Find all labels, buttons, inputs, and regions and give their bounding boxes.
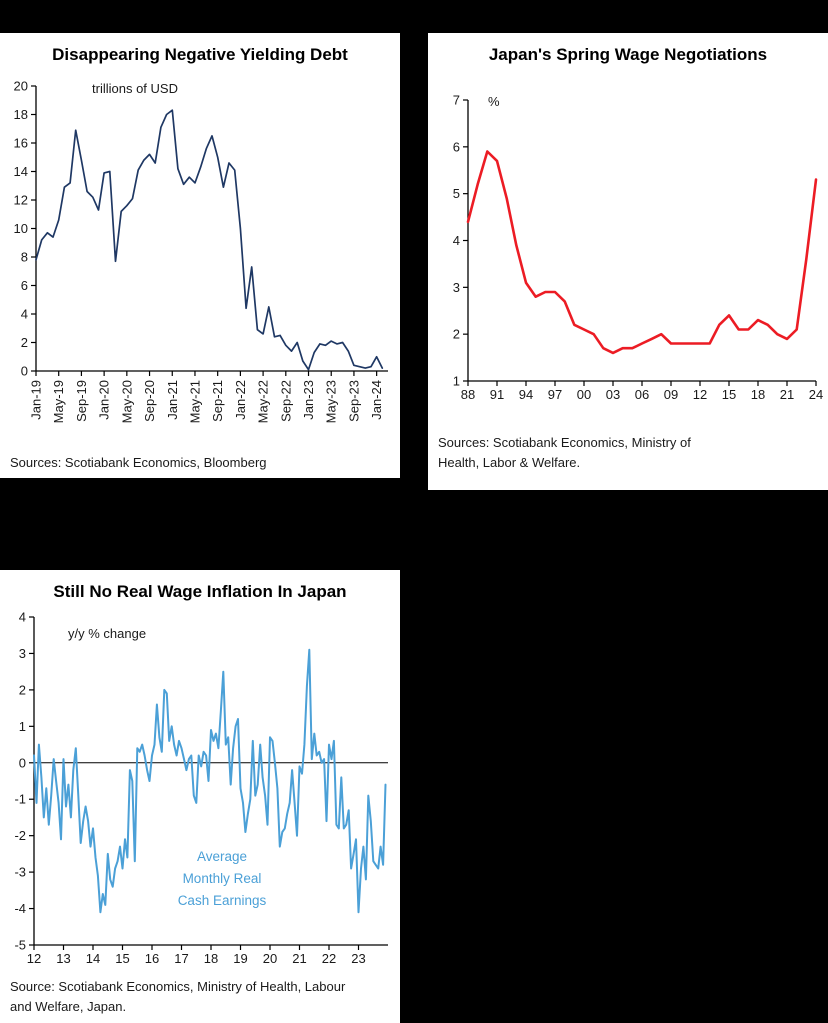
svg-text:Jan-23: Jan-23	[301, 380, 316, 420]
svg-text:21: 21	[292, 951, 306, 966]
svg-text:12: 12	[27, 951, 41, 966]
chart-title-real-wage-inflation: Still No Real Wage Inflation In Japan	[53, 582, 347, 601]
svg-text:-3: -3	[14, 865, 26, 880]
svg-text:2: 2	[21, 335, 28, 350]
svg-text:-4: -4	[14, 901, 26, 916]
svg-text:4: 4	[19, 610, 26, 625]
svg-text:03: 03	[606, 387, 620, 402]
svg-text:20: 20	[14, 79, 28, 94]
chart-panel-real-wage-inflation: Still No Real Wage Inflation In Japan -5…	[0, 570, 400, 1023]
svg-text:10: 10	[14, 221, 28, 236]
svg-text:12: 12	[14, 193, 28, 208]
svg-text:May-23: May-23	[324, 380, 339, 423]
svg-text:13: 13	[56, 951, 70, 966]
svg-text:19: 19	[233, 951, 247, 966]
svg-text:1: 1	[453, 374, 460, 389]
svg-text:16: 16	[14, 136, 28, 151]
svg-text:14: 14	[86, 951, 100, 966]
svg-text:Jan-19: Jan-19	[29, 380, 44, 420]
svg-text:97: 97	[548, 387, 562, 402]
svg-text:23: 23	[351, 951, 365, 966]
svg-text:00: 00	[577, 387, 591, 402]
svg-text:0: 0	[21, 364, 28, 379]
svg-text:18: 18	[14, 107, 28, 122]
svg-text:2: 2	[453, 327, 460, 342]
svg-text:14: 14	[14, 164, 28, 179]
svg-text:Jan-22: Jan-22	[233, 380, 248, 420]
svg-text:Sep-19: Sep-19	[74, 380, 89, 422]
svg-text:May-21: May-21	[187, 380, 202, 423]
svg-text:91: 91	[490, 387, 504, 402]
chart-title-negative-yielding-debt: Disappearing Negative Yielding Debt	[52, 45, 348, 64]
svg-text:y/y % change: y/y % change	[68, 626, 146, 641]
svg-text:8: 8	[21, 250, 28, 265]
svg-text:15: 15	[722, 387, 736, 402]
svg-text:May-22: May-22	[256, 380, 271, 423]
svg-text:Sep-21: Sep-21	[210, 380, 225, 422]
svg-text:18: 18	[204, 951, 218, 966]
svg-text:7: 7	[453, 93, 460, 108]
chart-panel-negative-yielding-debt: Disappearing Negative Yielding Debt 0 2 4 6…	[0, 33, 400, 478]
svg-text:2: 2	[19, 682, 26, 697]
svg-text:1: 1	[19, 719, 26, 734]
svg-text:16: 16	[145, 951, 159, 966]
svg-text:6: 6	[21, 278, 28, 293]
svg-text:May-20: May-20	[119, 380, 134, 423]
svg-text:Sep-23: Sep-23	[346, 380, 361, 422]
svg-text:0: 0	[19, 755, 26, 770]
svg-text:Jan-20: Jan-20	[97, 380, 112, 420]
svg-text:Jan-24: Jan-24	[369, 380, 384, 420]
svg-text:88: 88	[461, 387, 475, 402]
svg-text:3: 3	[453, 280, 460, 295]
svg-text:21: 21	[780, 387, 794, 402]
svg-text:20: 20	[263, 951, 277, 966]
svg-text:17: 17	[174, 951, 188, 966]
svg-text:Monthly Real: Monthly Real	[183, 871, 262, 886]
svg-text:09: 09	[664, 387, 678, 402]
svg-text:%: %	[488, 94, 500, 109]
svg-text:15: 15	[115, 951, 129, 966]
svg-text:Sep-20: Sep-20	[142, 380, 157, 422]
svg-text:22: 22	[322, 951, 336, 966]
source-note-bloomberg: Sources: Scotiabank Economics, Bloomberg	[10, 455, 267, 470]
svg-text:12: 12	[693, 387, 707, 402]
svg-text:trillions of USD: trillions of USD	[92, 81, 178, 96]
svg-text:4: 4	[21, 307, 28, 322]
svg-text:-5: -5	[14, 938, 26, 953]
svg-text:5: 5	[453, 186, 460, 201]
svg-text:Jan-21: Jan-21	[165, 380, 180, 420]
svg-text:94: 94	[519, 387, 533, 402]
svg-text:18: 18	[751, 387, 765, 402]
svg-text:Cash Earnings: Cash Earnings	[178, 893, 267, 908]
svg-text:6: 6	[453, 139, 460, 154]
svg-text:-2: -2	[14, 828, 26, 843]
source-note-labor-welfare: Sources: Scotiabank Economics, Ministry …	[438, 435, 691, 470]
svg-text:4: 4	[453, 233, 460, 248]
svg-text:06: 06	[635, 387, 649, 402]
svg-text:-1: -1	[14, 792, 26, 807]
svg-text:3: 3	[19, 646, 26, 661]
svg-text:May-19: May-19	[51, 380, 66, 423]
source-note-labour-welfare-japan: Source: Scotiabank Economics, Ministry o…	[10, 979, 346, 1014]
chart-title-spring-wage-negotiations: Japan's Spring Wage Negotiations	[488, 45, 768, 64]
svg-text:Average: Average	[197, 849, 247, 864]
svg-text:24: 24	[809, 387, 823, 402]
svg-text:Sep-22: Sep-22	[278, 380, 293, 422]
line-chart-negative-yielding-debt: 0 2 4 6 8 10 12 14 16 18 20 Jan-19 May-19 Sep-19 Jan-2…	[14, 79, 388, 423]
